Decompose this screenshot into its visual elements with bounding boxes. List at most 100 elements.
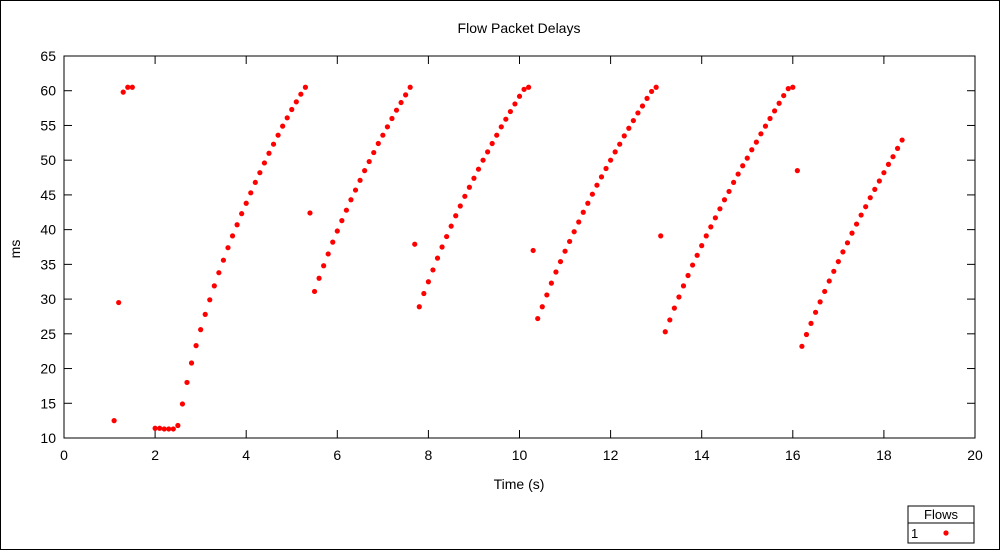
x-axis: 0 2 4 6 8 10 12 14 16 18 20 <box>60 56 983 463</box>
data-point <box>412 241 418 247</box>
data-point <box>844 240 851 246</box>
data-point <box>248 190 254 196</box>
x-tick-label: 12 <box>603 447 619 463</box>
data-point <box>321 263 327 269</box>
data-point <box>462 193 468 199</box>
data-point <box>680 283 687 289</box>
data-point <box>298 91 304 97</box>
data-point <box>120 89 126 95</box>
data-point <box>416 304 422 310</box>
data-point <box>899 137 905 143</box>
data-point <box>662 329 668 335</box>
data-point <box>767 115 773 122</box>
data-point <box>567 238 573 245</box>
data-point <box>576 219 582 225</box>
data-point <box>858 212 864 218</box>
data-point <box>371 149 377 156</box>
data-point <box>644 95 650 101</box>
data-point <box>885 161 892 167</box>
data-point <box>758 131 764 137</box>
legend-entry-marker <box>943 530 949 536</box>
data-point <box>790 84 796 90</box>
data-point <box>184 379 190 386</box>
data-point <box>872 186 878 192</box>
legend-box <box>907 505 975 544</box>
y-axis: 10 15 20 25 30 35 40 45 50 55 60 65 <box>40 48 975 446</box>
data-point <box>179 401 186 407</box>
data-point <box>175 422 181 429</box>
data-point <box>266 150 272 156</box>
data-point <box>639 103 646 109</box>
data-point <box>125 84 131 90</box>
data-point <box>343 207 350 213</box>
data-point <box>289 106 295 113</box>
data-point <box>498 124 504 130</box>
data-point <box>526 84 532 90</box>
data-point <box>403 92 409 98</box>
legend-title: Flows <box>924 507 958 522</box>
data-point <box>835 258 841 265</box>
data-point <box>207 297 213 303</box>
data-point <box>557 258 564 265</box>
x-tick-label: 10 <box>512 447 528 463</box>
y-tick-label: 60 <box>40 83 56 99</box>
data-point <box>553 269 559 275</box>
data-point <box>826 278 832 284</box>
data-point <box>649 88 655 95</box>
data-point <box>293 99 299 105</box>
data-point <box>494 132 500 138</box>
data-point <box>229 233 236 239</box>
data-point <box>243 200 249 206</box>
y-tick-label: 15 <box>40 395 56 411</box>
data-point <box>808 320 814 326</box>
data-point <box>635 110 641 116</box>
data-point <box>216 270 222 276</box>
data-point <box>280 123 286 129</box>
data-point <box>735 171 741 177</box>
data-point <box>157 425 163 431</box>
data-point <box>776 100 782 106</box>
data-point <box>507 108 513 115</box>
x-tick-label: 14 <box>694 447 710 463</box>
series-points <box>111 84 905 432</box>
legend: Flows 1 <box>907 505 975 544</box>
data-point <box>234 222 240 228</box>
data-point <box>261 160 268 166</box>
data-point <box>781 92 787 99</box>
data-point <box>771 108 778 114</box>
data-point <box>894 145 901 151</box>
data-point <box>439 244 445 250</box>
data-point <box>239 211 245 217</box>
data-point <box>393 107 400 113</box>
data-point <box>853 221 860 227</box>
x-tick-label: 8 <box>425 447 433 463</box>
data-point <box>161 426 167 432</box>
data-point <box>676 294 682 300</box>
x-tick-label: 20 <box>967 447 983 463</box>
data-point <box>694 252 700 258</box>
data-point <box>430 267 436 273</box>
data-point <box>485 149 491 155</box>
data-point <box>562 248 568 254</box>
data-point <box>803 331 810 338</box>
y-tick-label: 25 <box>40 326 56 342</box>
data-point <box>503 116 509 122</box>
data-point <box>881 170 887 176</box>
data-point <box>544 292 550 298</box>
data-point <box>608 157 614 163</box>
data-point <box>348 197 354 203</box>
data-point <box>744 155 750 161</box>
data-point <box>166 426 172 432</box>
x-tick-label: 4 <box>242 447 250 463</box>
data-point <box>794 168 800 174</box>
data-point <box>380 132 386 138</box>
data-point <box>703 233 709 239</box>
data-point <box>831 268 837 274</box>
data-point <box>325 251 331 257</box>
data-point <box>594 182 600 188</box>
data-point <box>589 191 595 197</box>
data-point <box>708 224 714 230</box>
data-point <box>876 178 882 184</box>
